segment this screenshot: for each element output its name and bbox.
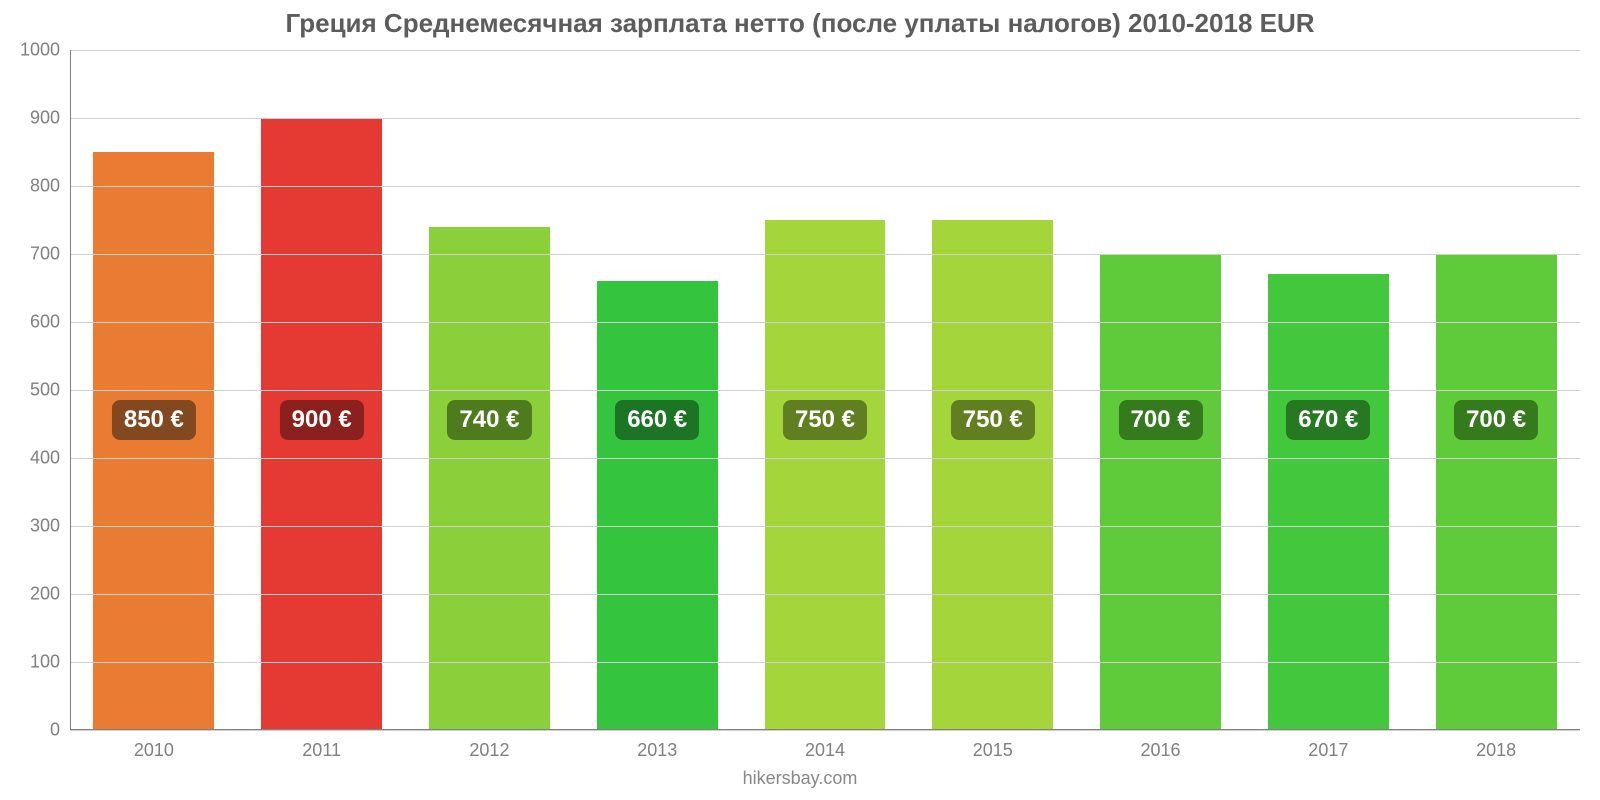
grid-line — [70, 662, 1580, 663]
y-tick-label: 800 — [30, 176, 70, 197]
bar — [429, 227, 550, 730]
y-tick-label: 500 — [30, 380, 70, 401]
x-tick-label: 2015 — [973, 730, 1013, 761]
x-tick-label: 2017 — [1308, 730, 1348, 761]
grid-line — [70, 594, 1580, 595]
grid-line — [70, 322, 1580, 323]
chart-footer: hikersbay.com — [0, 768, 1600, 789]
bar-value-label: 660 € — [615, 400, 699, 440]
bar-value-label: 900 € — [280, 400, 364, 440]
grid-line — [70, 186, 1580, 187]
grid-line — [70, 526, 1580, 527]
x-tick-label: 2013 — [637, 730, 677, 761]
y-tick-label: 200 — [30, 584, 70, 605]
y-tick-label: 100 — [30, 652, 70, 673]
bar — [1436, 254, 1557, 730]
x-tick-label: 2010 — [134, 730, 174, 761]
bar-value-label: 850 € — [112, 400, 196, 440]
y-tick-label: 700 — [30, 244, 70, 265]
y-axis-line — [70, 50, 71, 730]
y-tick-label: 1000 — [20, 40, 70, 61]
x-tick-label: 2016 — [1141, 730, 1181, 761]
bar — [1100, 254, 1221, 730]
x-tick-label: 2012 — [469, 730, 509, 761]
x-tick-label: 2011 — [302, 730, 341, 761]
grid-line — [70, 50, 1580, 51]
bar — [93, 152, 214, 730]
y-tick-label: 600 — [30, 312, 70, 333]
plot-area: 010020030040050060070080090010002010850 … — [70, 50, 1580, 730]
grid-line — [70, 390, 1580, 391]
bar-value-label: 750 € — [951, 400, 1035, 440]
bar-value-label: 700 € — [1119, 400, 1203, 440]
bar — [765, 220, 886, 730]
y-tick-label: 300 — [30, 516, 70, 537]
grid-line — [70, 254, 1580, 255]
grid-line — [70, 118, 1580, 119]
grid-line — [70, 458, 1580, 459]
y-tick-label: 400 — [30, 448, 70, 469]
y-tick-label: 0 — [50, 720, 70, 741]
x-tick-label: 2018 — [1476, 730, 1516, 761]
bar — [932, 220, 1053, 730]
y-tick-label: 900 — [30, 108, 70, 129]
bar-value-label: 740 € — [447, 400, 531, 440]
chart-container: Греция Среднемесячная зарплата нетто (по… — [0, 0, 1600, 800]
x-tick-label: 2014 — [805, 730, 845, 761]
chart-title: Греция Среднемесячная зарплата нетто (по… — [0, 8, 1600, 39]
bar-value-label: 670 € — [1286, 400, 1370, 440]
bar-value-label: 700 € — [1454, 400, 1538, 440]
bar-value-label: 750 € — [783, 400, 867, 440]
